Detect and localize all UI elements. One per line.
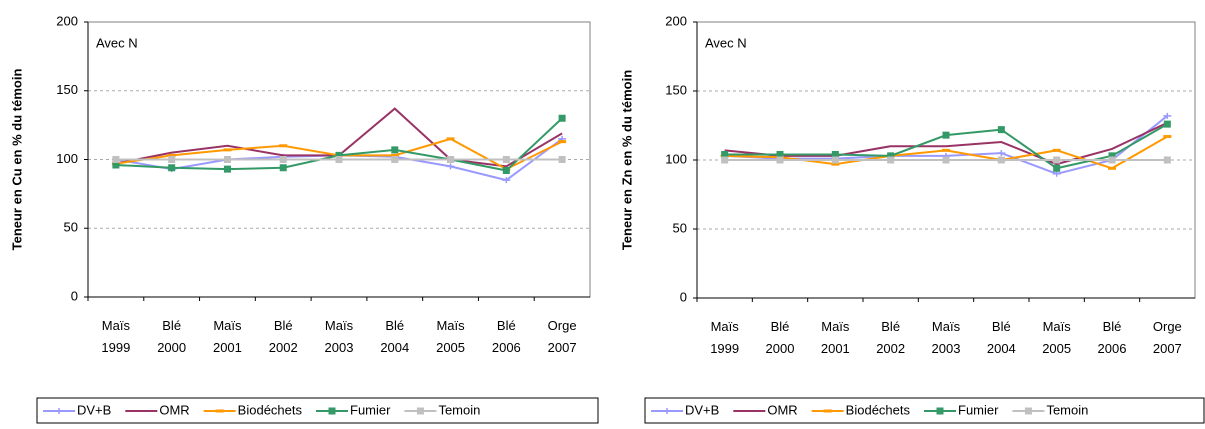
x-tick-label: Maïs 2003 xyxy=(325,318,354,355)
marker xyxy=(942,131,950,139)
legend-label: OMR xyxy=(767,402,797,417)
marker xyxy=(1024,407,1032,415)
marker xyxy=(663,408,671,414)
legend-label: Biodéchets xyxy=(846,402,911,417)
marker xyxy=(1163,120,1171,128)
marker xyxy=(887,156,895,164)
y-tick-label: 0 xyxy=(71,288,78,303)
x-tick-label: Blé 2004 xyxy=(380,318,409,355)
marker xyxy=(446,163,455,170)
marker xyxy=(721,156,729,164)
marker xyxy=(1052,170,1061,177)
legend-label: DV+B xyxy=(685,402,719,417)
x-tick-label: Maïs 2003 xyxy=(932,319,961,356)
marker xyxy=(776,150,784,158)
x-tick-label: Maïs 2001 xyxy=(821,319,850,356)
y-tick-label: 100 xyxy=(56,151,78,166)
y-axis-label: Teneur en Zn en % du témoin xyxy=(619,70,634,250)
annotation: Avec N xyxy=(705,35,747,50)
legend-label: Fumier xyxy=(958,402,999,417)
marker xyxy=(997,150,1006,157)
legend-label: DV+B xyxy=(77,402,111,417)
marker xyxy=(391,146,399,154)
marker xyxy=(1053,156,1061,164)
marker xyxy=(55,408,63,414)
legend-label: Biodéchets xyxy=(238,402,303,417)
y-tick-label: 150 xyxy=(56,82,78,97)
marker xyxy=(112,156,120,163)
y-tick-label: 200 xyxy=(665,13,687,28)
marker xyxy=(831,156,839,164)
marker xyxy=(1163,112,1172,119)
marker xyxy=(776,156,784,164)
x-tick-label: Maïs 2001 xyxy=(213,318,242,355)
marker xyxy=(936,407,944,415)
marker xyxy=(942,156,950,164)
marker xyxy=(335,156,343,163)
y-tick-label: 0 xyxy=(680,289,687,304)
x-tick-label: Blé 2002 xyxy=(269,318,298,355)
x-tick-label: Orge 2007 xyxy=(548,318,577,355)
y-tick-label: 150 xyxy=(665,82,687,97)
marker xyxy=(1108,156,1116,164)
x-tick-label: Blé 2000 xyxy=(766,319,795,356)
x-tick-label: Maïs 1999 xyxy=(710,319,739,356)
x-tick-label: Blé 2002 xyxy=(876,319,905,356)
x-tick-label: Blé 2006 xyxy=(492,318,521,355)
x-tick-label: Maïs 1999 xyxy=(101,318,130,355)
y-tick-label: 50 xyxy=(64,220,78,235)
marker xyxy=(1108,152,1116,160)
marker xyxy=(721,150,729,158)
x-tick-label: Maïs 2005 xyxy=(1042,319,1071,356)
y-axis-label: Teneur en Cu en % du témoin xyxy=(9,69,24,251)
marker xyxy=(168,164,176,172)
marker xyxy=(1053,164,1061,172)
x-tick-label: Blé 2000 xyxy=(157,318,186,355)
marker xyxy=(328,407,336,415)
marker xyxy=(558,114,566,122)
x-tick-label: Blé 2006 xyxy=(1098,319,1127,356)
marker xyxy=(1163,156,1171,164)
series-line xyxy=(724,121,1168,166)
marker xyxy=(223,165,231,173)
marker xyxy=(391,156,399,163)
marker xyxy=(831,150,839,158)
marker xyxy=(502,177,511,184)
legend-label: Temoin xyxy=(1046,402,1088,417)
legend-label: Temoin xyxy=(438,402,480,417)
marker xyxy=(112,161,120,169)
marker xyxy=(168,156,176,163)
marker xyxy=(502,167,510,174)
marker xyxy=(502,156,510,163)
x-tick-label: Blé 2004 xyxy=(987,319,1016,356)
y-tick-label: 200 xyxy=(56,13,78,28)
marker xyxy=(997,126,1005,134)
annotation: Avec N xyxy=(96,35,138,50)
marker xyxy=(279,164,287,172)
legend-label: OMR xyxy=(159,402,189,417)
marker xyxy=(416,407,424,415)
marker xyxy=(558,156,566,163)
y-tick-label: 100 xyxy=(665,151,687,166)
marker xyxy=(279,156,287,163)
x-tick-label: Orge 2007 xyxy=(1153,319,1182,356)
marker xyxy=(887,152,895,160)
marker xyxy=(447,156,455,163)
marker xyxy=(997,156,1005,164)
marker xyxy=(223,156,231,163)
y-tick-label: 50 xyxy=(673,220,687,235)
x-tick-label: Maïs 2005 xyxy=(436,318,465,355)
marker xyxy=(335,151,343,159)
legend-label: Fumier xyxy=(350,402,391,417)
